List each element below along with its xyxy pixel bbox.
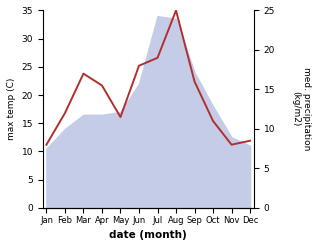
- Y-axis label: med. precipitation
(kg/m2): med. precipitation (kg/m2): [292, 67, 311, 151]
- X-axis label: date (month): date (month): [109, 230, 187, 240]
- Y-axis label: max temp (C): max temp (C): [7, 78, 16, 140]
